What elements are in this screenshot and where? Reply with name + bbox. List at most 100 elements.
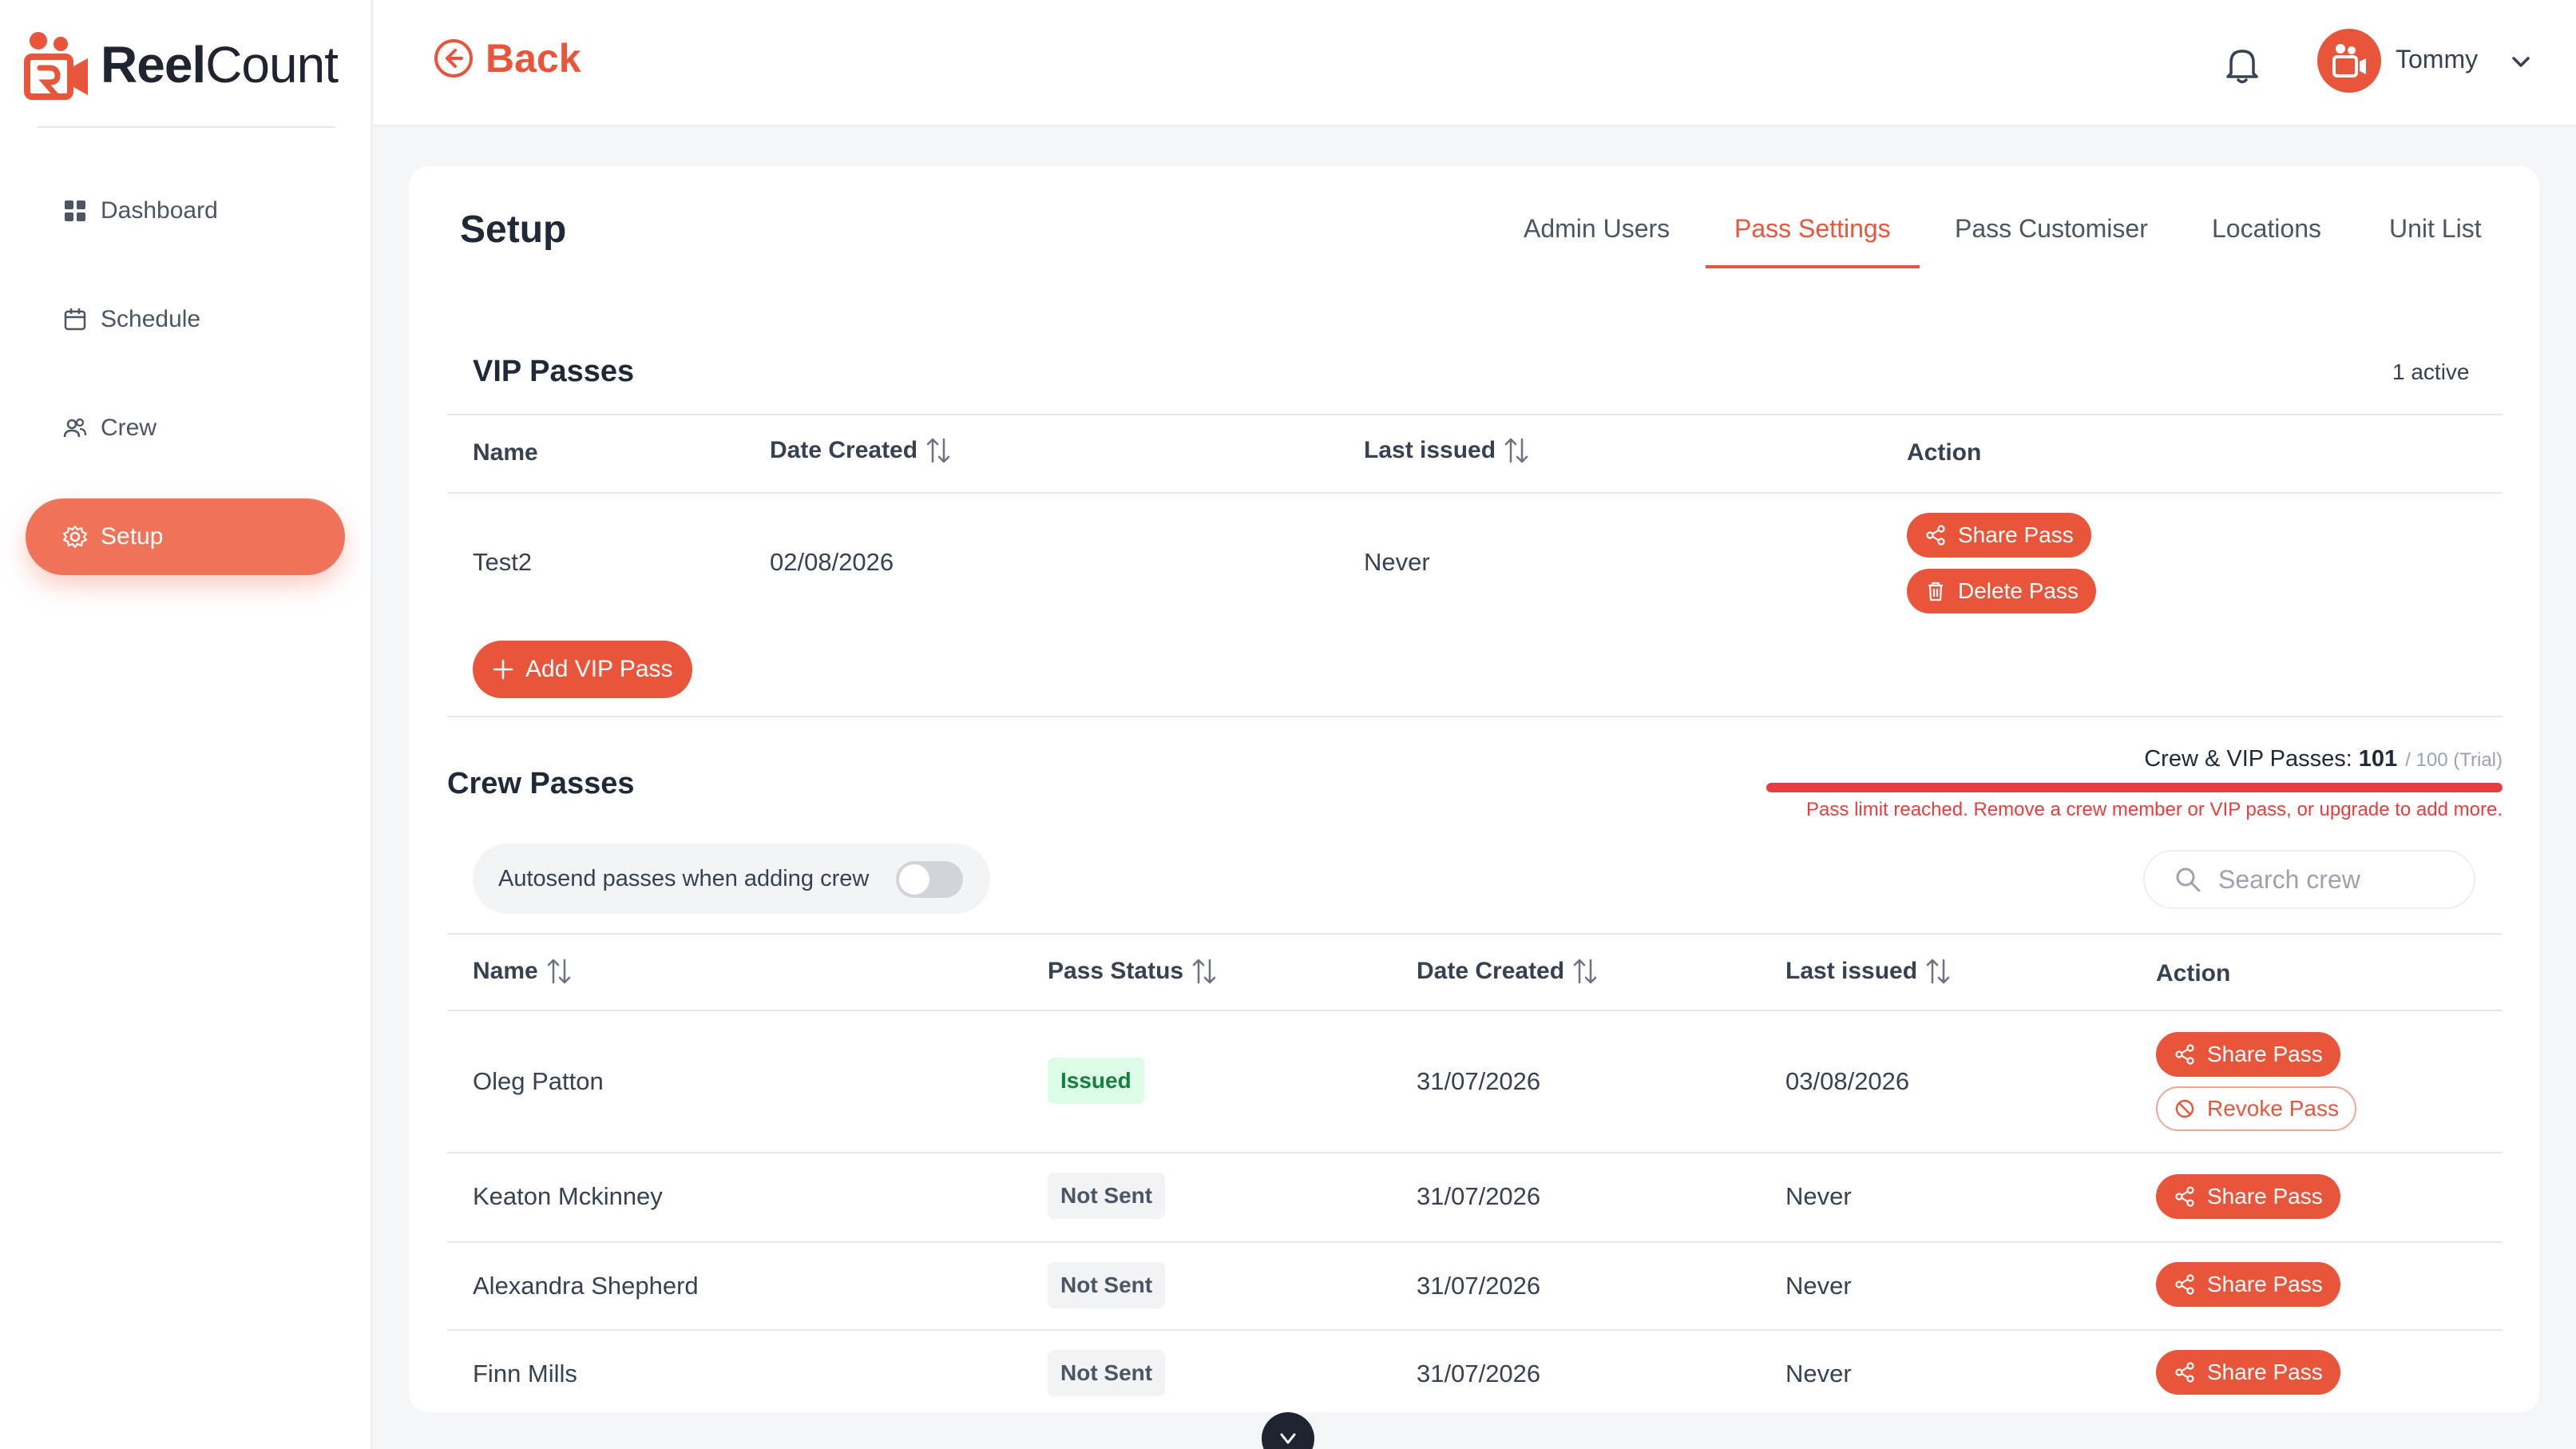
sort-icon xyxy=(1192,959,1216,984)
vip-share-pass-button[interactable]: Share Pass xyxy=(1907,513,2091,558)
back-button[interactable]: Back xyxy=(433,35,581,81)
search-icon xyxy=(2176,867,2201,892)
share-pass-button[interactable]: Share Pass xyxy=(2156,1262,2340,1307)
crew-section-title: Crew Passes xyxy=(447,767,635,800)
arrow-left-circle-icon xyxy=(434,39,473,77)
divider xyxy=(447,1241,2503,1243)
calendar-icon xyxy=(64,308,86,331)
tab-unit-list[interactable]: Unit List xyxy=(2389,214,2482,243)
autosend-toggle[interactable] xyxy=(896,861,963,898)
crew-last-issued: Never xyxy=(1785,1182,1852,1210)
share-pass-button[interactable]: Share Pass xyxy=(2156,1032,2340,1077)
user-avatar-icon xyxy=(2332,44,2366,77)
sort-icon xyxy=(1573,959,1597,984)
bell-icon[interactable] xyxy=(2220,42,2265,86)
chevron-down-icon xyxy=(1280,1433,1296,1444)
divider xyxy=(447,716,2503,717)
crew-last-issued: Never xyxy=(1785,1360,1852,1387)
tab-pass-settings[interactable]: Pass Settings xyxy=(1734,214,1891,243)
page-title: Setup xyxy=(460,208,567,251)
sidebar-item-label: Setup xyxy=(101,523,164,550)
vip-col-date-created[interactable]: Date Created xyxy=(770,436,951,465)
search-input[interactable] xyxy=(2218,864,2458,895)
crew-name: Keaton Mckinney xyxy=(473,1182,663,1210)
pass-limit-message: Pass limit reached. Remove a crew member… xyxy=(1806,799,2503,820)
share-icon xyxy=(2175,1274,2194,1295)
vip-section-title: VIP Passes xyxy=(473,355,635,388)
sort-icon xyxy=(1504,438,1528,463)
crew-last-issued: 03/08/2026 xyxy=(1785,1067,1910,1095)
sort-icon xyxy=(1926,959,1950,984)
revoke-pass-button[interactable]: Revoke Pass xyxy=(2156,1086,2356,1131)
tab-admin-users[interactable]: Admin Users xyxy=(1524,214,1670,243)
ban-icon xyxy=(2175,1099,2194,1118)
vip-col-name: Name xyxy=(473,439,538,466)
plus-icon xyxy=(493,659,513,680)
vip-last-issued: Never xyxy=(1364,548,1430,576)
back-label: Back xyxy=(485,36,581,81)
status-badge: Not Sent xyxy=(1048,1350,1166,1396)
divider xyxy=(447,414,2503,415)
sidebar-item-crew[interactable]: Crew xyxy=(26,390,345,466)
vip-active-count: 1 active xyxy=(2392,359,2470,384)
sidebar-item-label: Crew xyxy=(101,415,157,441)
crew-col-pass-status[interactable]: Pass Status xyxy=(1048,957,1217,986)
search-crew[interactable] xyxy=(2143,850,2475,909)
crew-name: Finn Mills xyxy=(473,1360,577,1387)
crew-date-created: 31/07/2026 xyxy=(1417,1182,1541,1210)
toggle-knob xyxy=(899,864,929,895)
crew-col-date-created[interactable]: Date Created xyxy=(1417,957,1598,986)
divider xyxy=(447,1329,2503,1331)
vip-col-action: Action xyxy=(1907,439,1982,466)
share-icon xyxy=(2175,1362,2194,1383)
scroll-down-button[interactable] xyxy=(1262,1412,1314,1449)
crew-name: Alexandra Shepherd xyxy=(473,1272,699,1300)
chevron-down-icon[interactable] xyxy=(2507,48,2534,75)
sidebar-item-label: Dashboard xyxy=(101,197,218,224)
sidebar-item-schedule[interactable]: Schedule xyxy=(26,281,345,358)
sort-icon xyxy=(926,438,950,463)
pass-usage-bar xyxy=(1766,783,2503,792)
share-icon xyxy=(2175,1044,2194,1065)
divider xyxy=(447,1152,2503,1153)
status-badge: Issued xyxy=(1048,1058,1144,1104)
crew-col-last-issued[interactable]: Last issued xyxy=(1785,957,1951,986)
share-icon xyxy=(1926,525,1945,546)
setup-card: Setup Admin Users Pass Settings Pass Cus… xyxy=(409,166,2539,1412)
vip-name: Test2 xyxy=(473,548,533,576)
crew-date-created: 31/07/2026 xyxy=(1417,1360,1541,1387)
crew-col-name[interactable]: Name xyxy=(473,957,572,986)
divider xyxy=(447,933,2503,935)
share-pass-button[interactable]: Share Pass xyxy=(2156,1350,2340,1395)
tab-pass-customiser[interactable]: Pass Customiser xyxy=(1955,214,2148,243)
add-vip-pass-button[interactable]: Add VIP Pass xyxy=(473,641,692,698)
divider xyxy=(447,1010,2503,1011)
avatar[interactable] xyxy=(2317,29,2381,93)
vip-date-created: 02/08/2026 xyxy=(770,548,894,576)
users-icon xyxy=(63,418,87,438)
autosend-setting: Autosend passes when adding crew xyxy=(473,844,990,914)
status-badge: Not Sent xyxy=(1048,1173,1166,1219)
sidebar: ReelCount Dashboard Schedule Crew Setup xyxy=(0,0,372,1449)
vip-delete-pass-button[interactable]: Delete Pass xyxy=(1907,569,2096,613)
topbar: Back Tommy xyxy=(374,0,2576,126)
user-name[interactable]: Tommy xyxy=(2396,45,2479,73)
sort-icon xyxy=(547,959,570,984)
trash-icon xyxy=(1928,582,1943,601)
crew-last-issued: Never xyxy=(1785,1272,1852,1300)
grid-icon xyxy=(65,200,85,221)
active-tab-indicator xyxy=(1706,265,1920,268)
pass-usage: Crew & VIP Passes: 101/ 100 (Trial) xyxy=(2144,746,2503,772)
crew-name: Oleg Patton xyxy=(473,1067,604,1095)
sidebar-divider xyxy=(37,126,335,128)
tab-locations[interactable]: Locations xyxy=(2212,214,2321,243)
share-pass-button[interactable]: Share Pass xyxy=(2156,1174,2340,1219)
vip-col-last-issued[interactable]: Last issued xyxy=(1364,436,1529,465)
sidebar-item-label: Schedule xyxy=(101,306,201,332)
sidebar-item-dashboard[interactable]: Dashboard xyxy=(26,173,345,249)
app-logo[interactable]: ReelCount xyxy=(24,29,339,101)
sidebar-item-setup[interactable]: Setup xyxy=(26,498,345,575)
app-name: ReelCount xyxy=(101,36,339,93)
reelcount-logo-icon xyxy=(24,32,88,100)
divider xyxy=(447,492,2503,494)
